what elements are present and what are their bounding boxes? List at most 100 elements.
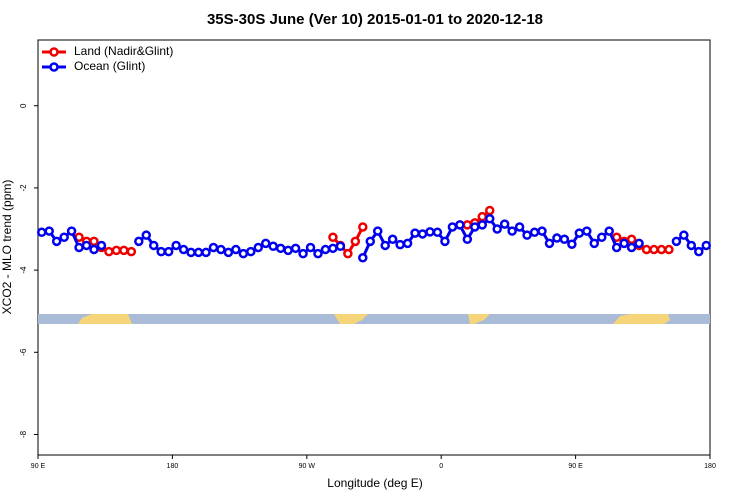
data-point <box>462 220 473 230</box>
data-point <box>395 239 405 250</box>
data-point <box>470 222 480 232</box>
data-point <box>559 234 570 245</box>
data-point <box>223 247 234 258</box>
data-point <box>380 240 390 251</box>
data-point <box>365 236 376 247</box>
data-point <box>335 241 346 252</box>
data-point <box>537 226 547 236</box>
y-axis-label: XCO2 - MLO trend (ppm) <box>0 180 14 315</box>
data-point <box>51 236 62 247</box>
x-axis-label: Longitude (deg E) <box>327 476 422 490</box>
data-point <box>156 246 166 257</box>
legend-label: Ocean (Glint) <box>74 59 145 73</box>
data-point <box>238 248 249 259</box>
data-point <box>126 246 137 257</box>
data-point <box>477 211 488 222</box>
data-point <box>387 234 398 245</box>
data-point <box>514 222 525 232</box>
data-point <box>649 244 659 255</box>
data-point <box>589 238 600 249</box>
data-point <box>522 230 532 240</box>
land-ocean-strip <box>38 314 710 324</box>
data-point <box>529 227 540 238</box>
data-point <box>611 242 622 253</box>
legend-marker <box>49 47 59 57</box>
data-point <box>328 243 338 254</box>
x-tick-label: 180 <box>167 463 179 470</box>
data-point <box>686 240 697 251</box>
data-point <box>552 233 562 243</box>
data-point <box>358 222 368 232</box>
data-point <box>66 226 77 236</box>
data-point <box>148 240 159 251</box>
data-point <box>44 226 54 236</box>
legend-label: Land (Nadir&Glint) <box>74 44 173 58</box>
data-point <box>231 244 241 255</box>
data-point <box>298 248 308 259</box>
data-point <box>134 236 144 247</box>
data-point <box>305 242 316 253</box>
x-tick-label: 180 <box>704 463 716 470</box>
data-point <box>499 219 510 229</box>
data-point <box>492 224 502 234</box>
data-point <box>694 246 704 257</box>
data-point <box>462 234 473 245</box>
data-point <box>119 245 129 256</box>
x-tick-label: 0 <box>439 463 443 470</box>
y-tick-label: -8 <box>19 430 28 438</box>
data-point <box>104 246 114 257</box>
data-point <box>201 247 211 258</box>
y-tick-label: -2 <box>19 184 28 192</box>
data-point <box>544 238 555 249</box>
data-point <box>671 236 682 247</box>
x-tick-label: 90 E <box>568 463 583 470</box>
data-point <box>574 228 585 238</box>
data-point <box>260 238 271 249</box>
y-tick-label: -6 <box>19 348 28 356</box>
data-point <box>372 226 383 236</box>
data-point <box>432 227 443 238</box>
data-point <box>350 236 361 247</box>
data-point <box>208 242 219 253</box>
data-point <box>283 245 293 256</box>
data-point <box>447 222 458 232</box>
data-point <box>343 248 353 259</box>
data-point <box>604 226 614 236</box>
data-point <box>701 240 712 251</box>
x-tick-label: 90 E <box>31 463 46 470</box>
data-point <box>141 230 152 240</box>
data-point <box>582 226 592 236</box>
data-point <box>402 238 413 249</box>
data-point <box>596 232 607 242</box>
data-point <box>246 246 256 257</box>
data-point <box>455 220 465 230</box>
legend-marker <box>49 62 59 72</box>
data-point <box>193 247 204 258</box>
data-point <box>425 227 435 237</box>
data-point <box>313 248 323 259</box>
data-point <box>664 244 674 255</box>
data-point <box>417 229 428 239</box>
chart-title: 35S-30S June (Ver 10) 2015-01-01 to 2020… <box>207 11 543 28</box>
data-point <box>59 232 69 242</box>
data-point <box>268 241 278 252</box>
data-point <box>36 227 47 238</box>
data-point <box>634 238 644 249</box>
data-point <box>275 243 286 254</box>
data-point <box>290 243 301 254</box>
data-point <box>626 242 637 253</box>
data-point <box>484 205 495 216</box>
data-point <box>74 242 84 253</box>
data-point <box>656 244 667 255</box>
data-point <box>111 245 122 256</box>
data-point <box>171 240 181 251</box>
data-point <box>679 230 689 240</box>
data-point <box>253 242 264 253</box>
data-point <box>440 236 450 247</box>
y-tick-label: 0 <box>19 103 28 108</box>
plot-frame <box>37 39 711 456</box>
data-point <box>358 253 368 263</box>
data-point <box>626 234 637 245</box>
data-point <box>163 246 174 257</box>
